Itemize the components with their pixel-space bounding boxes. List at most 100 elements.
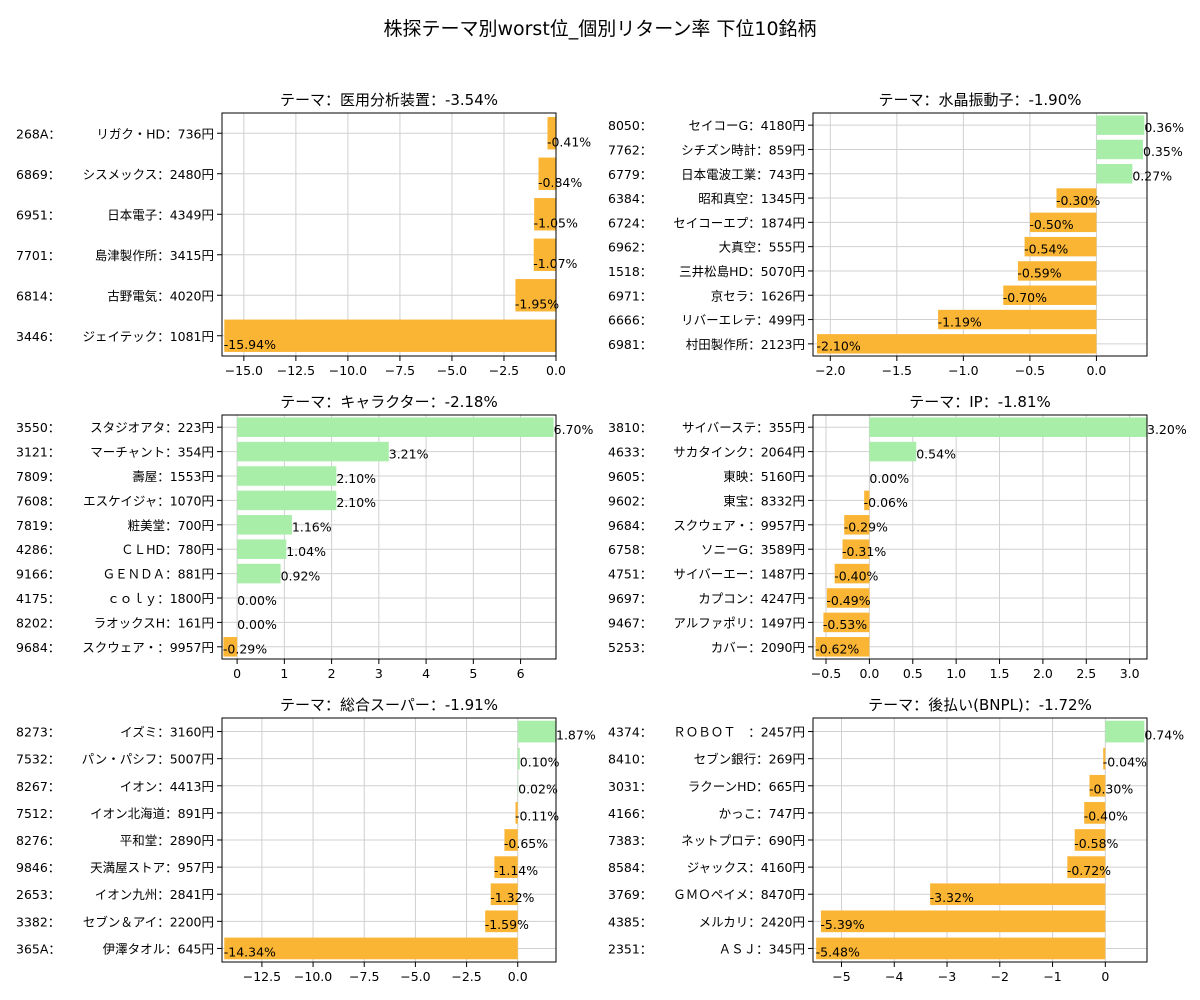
bar: [869, 441, 917, 462]
y-tick-code: 6666：: [608, 313, 652, 328]
y-tick-name: ＧＭＯペイメ：8470円: [673, 887, 805, 902]
y-tick-code: 3031：: [608, 779, 652, 794]
bar: [224, 937, 518, 960]
chart-title: テーマ：後払い(BNPL)：-1.72%: [868, 696, 1092, 714]
bar: [1105, 720, 1145, 743]
bar: [223, 637, 238, 657]
y-tick-code: 9602：: [608, 493, 652, 508]
bar: [816, 937, 1106, 960]
data-label: 2.10%: [336, 495, 376, 510]
x-tick-label: −1.5: [882, 363, 912, 378]
y-tick-name: ネットプロテ：690円: [681, 833, 805, 848]
data-label: -1.14%: [494, 863, 538, 878]
bar: [930, 883, 1106, 906]
y-tick-code: 9684：: [16, 640, 60, 655]
y-tick-name: ＲＯＢＯＴ ：2457円: [673, 725, 805, 740]
x-tick-label: 3: [375, 666, 383, 681]
data-label: -1.07%: [533, 256, 577, 271]
x-tick-label: −7.5: [385, 363, 415, 378]
y-tick-code: 9467：: [608, 615, 652, 630]
bar: [517, 720, 556, 743]
data-label: -0.84%: [538, 175, 582, 190]
x-tick-label: −5.0: [437, 363, 467, 378]
bar: [1029, 212, 1097, 233]
y-tick-name: エスケイジャ：1070円: [83, 493, 214, 508]
bar: [504, 829, 518, 851]
y-tick-code: 8410：: [608, 752, 652, 767]
x-tick-label: −0.5: [811, 666, 841, 681]
plot-frame: [812, 414, 1148, 660]
data-label: 1.04%: [286, 544, 326, 559]
bar: [1089, 774, 1106, 797]
y-tick-code: 8273：: [16, 725, 60, 740]
y-tick-name: ソニーG：3589円: [701, 542, 805, 557]
bar: [538, 157, 556, 190]
data-label: -0.53%: [823, 617, 867, 632]
bar: [844, 515, 870, 535]
x-tick-label: −3: [938, 969, 956, 984]
y-tick-code: 268A：: [16, 126, 61, 141]
y-tick-name: リガク・HD：736円: [96, 126, 214, 141]
y-tick-code: 7383：: [608, 833, 652, 848]
y-tick-code: 8267：: [16, 779, 60, 794]
y-tick-code: 8050：: [608, 118, 652, 133]
data-label: -0.70%: [1003, 290, 1047, 305]
data-label: -14.34%: [224, 944, 276, 959]
y-tick-name: 村田製作所：2123円: [686, 337, 805, 352]
x-tick-label: −5.0: [400, 969, 430, 984]
chart-title: テーマ：総合スーパー：-1.91%: [280, 696, 498, 714]
bar: [1103, 747, 1106, 770]
bar: [237, 466, 337, 486]
y-tick-code: 6971：: [608, 288, 652, 303]
y-tick-name: ラクーンHD：665円: [688, 779, 805, 794]
x-tick-label: 5: [469, 666, 477, 681]
bar: [1096, 164, 1133, 184]
y-tick-name: ＧＥＮＤＡ：881円: [103, 567, 214, 582]
bar: [494, 856, 518, 878]
y-tick-code: 7762：: [608, 142, 652, 157]
y-tick-name: リバーエレテ：499円: [681, 313, 805, 328]
chart-panel-5: 1.87% 0.10% 0.02% -0.11% -0.65% -1.14% -1.32% -…: [16, 696, 596, 984]
y-tick-code: 8276：: [16, 833, 60, 848]
x-tick-label: −7.5: [349, 969, 379, 984]
y-tick-name: 大真空：555円: [719, 240, 805, 255]
y-tick-name: シスメックス：2480円: [83, 167, 214, 182]
plot-frame: [812, 112, 1148, 357]
y-tick-code: 7819：: [16, 518, 60, 533]
y-tick-name: セブン銀行：269円: [694, 752, 805, 767]
y-tick-code: 3446：: [16, 329, 60, 344]
x-tick-label: 0.5: [903, 666, 923, 681]
y-tick-code: 8584：: [608, 860, 652, 875]
y-tick-name: ｃｏｌｙ：1800円: [107, 591, 214, 606]
x-tick-label: 0.0: [508, 969, 528, 984]
bar: [237, 563, 281, 584]
bar: [1024, 236, 1097, 257]
data-label: 1.16%: [292, 520, 332, 535]
chart-title: テーマ：IP：-1.81%: [909, 393, 1051, 411]
bar: [237, 515, 292, 535]
y-tick-name: サカタインク：2064円: [673, 445, 805, 460]
data-label: 0.00%: [237, 593, 277, 608]
data-label: 3.20%: [1147, 422, 1187, 437]
y-tick-name: 伊澤タオル：645円: [103, 941, 214, 956]
chart-title: テーマ：水晶振動子：-1.90%: [878, 91, 1081, 109]
y-tick-code: 2653：: [16, 887, 60, 902]
data-label: 0.35%: [1143, 144, 1183, 159]
x-tick-label: −5: [832, 969, 850, 984]
data-label: -0.06%: [864, 495, 908, 510]
bar: [1074, 829, 1106, 851]
y-tick-code: 4166：: [608, 806, 652, 821]
y-tick-name: ラオックスH：161円: [94, 615, 214, 630]
x-tick-label: 2.5: [1076, 666, 1096, 681]
y-tick-name: スクウェア・：9957円: [673, 518, 805, 533]
y-tick-code: 8202：: [16, 615, 60, 630]
x-tick-label: 1.0: [946, 666, 966, 681]
bar: [938, 309, 1097, 330]
bar: [485, 910, 518, 933]
y-tick-code: 4633：: [608, 445, 652, 460]
data-label: -0.50%: [1029, 217, 1073, 232]
bar: [224, 319, 556, 352]
y-tick-code: 7809：: [16, 469, 60, 484]
data-label: -1.95%: [515, 296, 559, 311]
bar: [823, 612, 870, 633]
